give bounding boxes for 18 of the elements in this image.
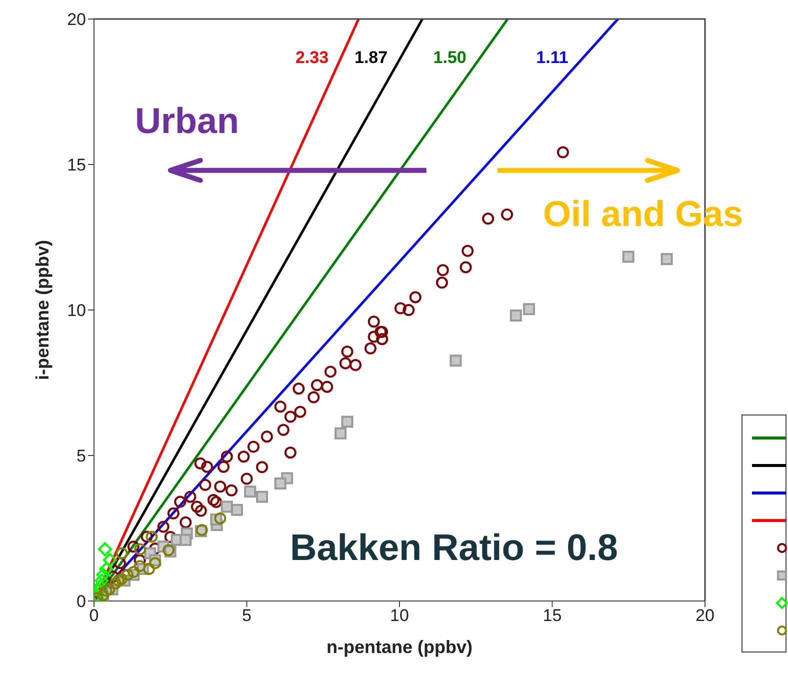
y-axis-title: i-pentane (ppbv) [32,240,52,380]
series-label: 1.87 [354,48,388,67]
annotation: Bakken Ratio = 0.8 [290,527,618,568]
y-tick-label: 5 [76,446,86,466]
x-axis-title: n-pentane (ppbv) [326,637,472,657]
y-tick-label: 20 [67,10,86,30]
series-label: 1.50 [433,48,466,67]
x-tick-label: 20 [696,606,714,626]
y-tick-label: 10 [67,301,86,320]
y-tick-label: 15 [67,156,86,175]
x-tick-label: 10 [390,606,409,626]
x-tick-label: 15 [542,606,562,626]
x-tick-label: 5 [242,606,252,626]
x-tick-label: 0 [89,606,99,626]
series-label: 1.11 [536,48,568,67]
annotation: Urban [135,100,240,141]
y-tick-label: 0 [76,592,86,612]
series-label: 2.33 [295,48,329,67]
